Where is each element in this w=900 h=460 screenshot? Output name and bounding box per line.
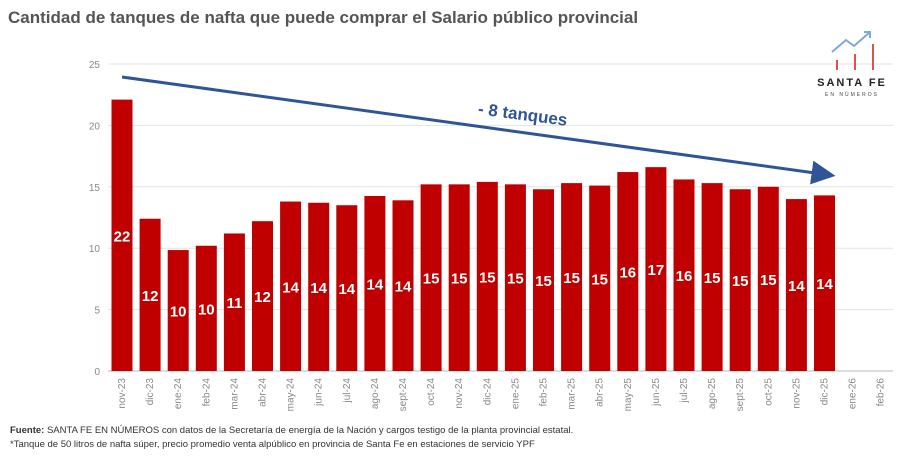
bar [280,201,302,371]
bar [533,189,554,371]
logo-chart-icon: SANTA FE EN NÚMEROS [817,31,887,98]
x-tick-label: dic-25 [820,378,831,406]
x-tick-label: may-24 [286,378,297,412]
x-tick-label: sept-24 [398,378,409,412]
bar-data-label: 15 [732,273,749,290]
x-tick-label: feb-24 [201,378,212,407]
bar-data-label: 15 [423,271,440,288]
x-tick-label: ene-25 [510,378,521,410]
bar-chart: 0 5 10 15 20 25 22 nov-23 12 dic-23 10 ene-24 10 feb-… [89,60,893,412]
x-tick-label: ene-24 [173,378,184,410]
bar-data-label: 14 [395,279,412,296]
x-tick-label: jul-25 [679,378,690,404]
x-tick-label: mar-24 [229,378,240,410]
x-tick-label: nov-23 [117,378,128,409]
bar-data-label: 12 [142,288,159,305]
bar-data-label: 15 [563,270,580,287]
bar [392,200,414,371]
footer: Fuente: SANTA FE EN NÚMEROS con datos de… [10,424,573,452]
bar-data-label: 15 [507,271,524,288]
bar-data-label: 16 [619,265,636,282]
chart-title: Cantidad de tanques de nafta que puede c… [8,8,639,27]
x-tick-label: oct-25 [763,378,774,406]
x-tick-label: nov-25 [791,378,802,409]
x-tick-label: mar-25 [567,378,578,410]
y-tick-label: 0 [94,367,100,378]
bar-data-label: 14 [367,277,384,294]
bar-data-label: 17 [648,262,665,279]
bar-data-label: 22 [114,228,131,245]
x-tick-label: jun-25 [651,378,662,407]
x-tick-label: sept-25 [735,378,746,412]
y-tick-label: 5 [94,306,100,317]
y-tick-label: 20 [89,121,101,132]
bar [504,184,526,371]
bar-data-label: 10 [198,301,215,318]
x-tick-label: may-25 [623,378,634,412]
svg-text:SANTA FE: SANTA FE [817,77,887,89]
x-tick-label: jun-24 [314,378,325,407]
bar [561,183,583,371]
x-tick-label: oct-24 [426,378,437,406]
x-tick-label: abr-24 [258,378,269,407]
bar-data-label: 14 [310,280,327,297]
bar-data-label: 15 [479,269,496,286]
bar [308,202,330,371]
bar-data-label: 14 [788,278,805,295]
bar [673,179,695,371]
y-tick-label: 10 [89,244,101,255]
source-line: Fuente: SANTA FE EN NÚMEROS con datos de… [10,425,574,436]
x-tick-label: jul-24 [342,378,353,404]
bar [252,221,273,371]
y-tick-label: 15 [89,183,101,194]
bar-data-label: 10 [170,304,187,321]
x-tick-label: ene-26 [848,378,859,410]
x-tick-label: abr-25 [595,378,606,407]
bar-data-label: 15 [760,272,777,289]
bar [111,99,133,371]
bar [139,218,161,371]
santa-fe-en-numeros-logo: SANTA FE EN NÚMEROS [812,22,892,102]
bar-data-label: 12 [254,289,271,306]
bar [785,199,807,371]
bar [645,167,667,371]
bar-data-label: 16 [676,268,693,285]
x-tick-label: feb-25 [539,378,550,407]
bar [729,189,751,371]
bar [589,185,611,371]
x-tick-label: nov-24 [454,378,465,409]
bar-data-label: 15 [704,270,721,287]
bar [167,250,189,371]
trend-arrow [121,75,836,185]
bar [757,186,779,371]
bar-data-label: 15 [591,271,608,288]
bar-data-label: 14 [338,281,355,298]
bar [420,184,442,371]
bar-data-label: 15 [451,271,468,288]
x-tick-label: dic-23 [145,378,156,406]
x-tick-label: ago-25 [707,378,718,410]
bar [223,233,245,371]
bar-data-label: 14 [282,279,299,296]
bar [195,245,217,371]
bar [476,181,498,371]
x-tick-label: feb-26 [876,378,887,407]
x-tick-label: dic-24 [482,378,493,406]
svg-text:EN NÚMEROS: EN NÚMEROS [825,91,879,98]
x-tick-label: ago-24 [370,378,381,410]
bar [617,172,639,371]
bar [701,183,723,371]
bar-data-label: 14 [816,276,833,293]
bar [364,196,386,371]
bar [814,195,835,371]
bar-data-label: 11 [226,295,242,312]
bar [336,205,358,371]
note-line: *Tanque de 50 litros de nafta súper, pre… [10,439,535,450]
y-tick-label: 25 [89,60,101,71]
bar-data-label: 15 [535,273,552,290]
bar [448,184,470,371]
